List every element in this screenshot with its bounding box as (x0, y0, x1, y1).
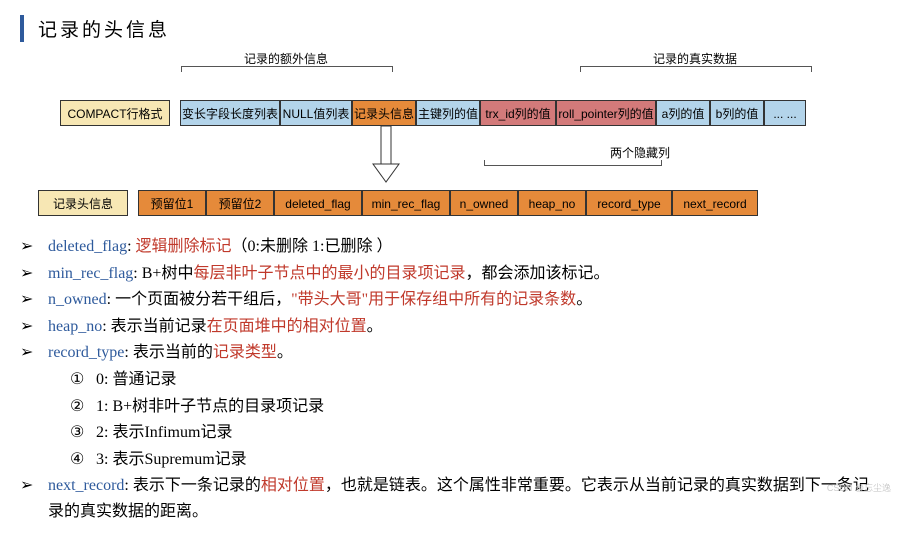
bullet-marker: ➢ (20, 261, 48, 287)
bullet-marker: ➢ (20, 340, 48, 366)
bullet-item: ➢record_type: 表示当前的记录类型。 (20, 340, 881, 366)
hidden-cols-bracket (484, 160, 662, 166)
keyword: next_record (48, 477, 124, 494)
bullet-marker: ➢ (20, 314, 48, 340)
field-box: trx_id列的值 (480, 100, 556, 126)
hidden-cols-label: 两个隐藏列 (610, 144, 670, 161)
sub-item: ④ 3: 表示Supremum记录 (20, 447, 881, 473)
header-field-box: 预留位1 (138, 190, 206, 216)
field-box: 主键列的值 (416, 100, 480, 126)
header-field-box: n_owned (450, 190, 518, 216)
field-box: NULL值列表 (280, 100, 352, 126)
bullet-content: next_record: 表示下一条记录的相对位置，也就是链表。这个属性非常重要… (48, 473, 881, 524)
header-field-box: heap_no (518, 190, 586, 216)
field-box: a列的值 (656, 100, 710, 126)
keyword: min_rec_flag (48, 265, 133, 282)
sub-item: ① 0: 普通记录 (20, 367, 881, 393)
bracket-real (580, 66, 812, 72)
bullet-item: ➢heap_no: 表示当前记录在页面堆中的相对位置。 (20, 314, 881, 340)
bracket-extra-label: 记录的额外信息 (244, 50, 328, 67)
bullet-content: deleted_flag: 逻辑删除标记（0:未删除 1:已删除 ） (48, 234, 881, 260)
header-field-box: 预留位2 (206, 190, 274, 216)
highlight: 在页面堆中的相对位置 (207, 318, 367, 335)
bullet-marker: ➢ (20, 473, 48, 524)
watermark: CSDN @忘尘逸 (827, 481, 891, 494)
header-field-box: record_type (586, 190, 672, 216)
field-box: ... ... (764, 100, 806, 126)
bullet-item: ➢deleted_flag: 逻辑删除标记（0:未删除 1:已删除 ） (20, 234, 881, 260)
bullet-list: ➢deleted_flag: 逻辑删除标记（0:未删除 1:已删除 ）➢min_… (20, 234, 881, 525)
header-field-box: deleted_flag (274, 190, 362, 216)
header-fields-row: 预留位1预留位2deleted_flagmin_rec_flagn_ownedh… (138, 190, 758, 216)
compact-format-label: COMPACT行格式 (60, 100, 170, 126)
keyword: n_owned (48, 291, 107, 308)
bracket-real-label: 记录的真实数据 (653, 50, 737, 67)
bullet-content: record_type: 表示当前的记录类型。 (48, 340, 881, 366)
field-box: 记录头信息 (352, 100, 416, 126)
diagram-area: 记录的额外信息 记录的真实数据 COMPACT行格式 变长字段长度列表NULL值… (20, 50, 881, 230)
bullet-marker: ➢ (20, 234, 48, 260)
bullet-item: ➢n_owned: 一个页面被分若干组后，"带头大哥"用于保存组中所有的记录条数… (20, 287, 881, 313)
keyword: record_type (48, 344, 124, 361)
sub-item: ③ 2: 表示Infimum记录 (20, 420, 881, 446)
keyword: heap_no (48, 318, 102, 335)
bullet-marker: ➢ (20, 287, 48, 313)
record-fields-row: 变长字段长度列表NULL值列表记录头信息主键列的值trx_id列的值roll_p… (180, 100, 806, 126)
field-box: 变长字段长度列表 (180, 100, 280, 126)
bullet-content: n_owned: 一个页面被分若干组后，"带头大哥"用于保存组中所有的记录条数。 (48, 287, 881, 313)
field-box: b列的值 (710, 100, 764, 126)
arrow-down-icon (371, 126, 401, 184)
highlight: 记录类型 (213, 344, 277, 361)
bullet-content: heap_no: 表示当前记录在页面堆中的相对位置。 (48, 314, 881, 340)
header-field-box: min_rec_flag (362, 190, 450, 216)
section-title: 记录的头信息 (20, 15, 881, 42)
bracket-extra (181, 66, 393, 72)
highlight: 相对位置 (261, 477, 325, 494)
sub-item: ② 1: B+树非叶子节点的目录项记录 (20, 394, 881, 420)
header-field-box: next_record (672, 190, 758, 216)
highlight: "带头大哥"用于保存组中所有的记录条数 (291, 291, 576, 308)
bullet-item: ➢min_rec_flag: B+树中每层非叶子节点中的最小的目录项记录，都会添… (20, 261, 881, 287)
highlight: 每层非叶子节点中的最小的目录项记录 (193, 265, 465, 282)
bullet-item: ➢next_record: 表示下一条记录的相对位置，也就是链表。这个属性非常重… (20, 473, 881, 524)
keyword: deleted_flag (48, 238, 127, 255)
bullet-content: min_rec_flag: B+树中每层非叶子节点中的最小的目录项记录，都会添加… (48, 261, 881, 287)
field-box: roll_pointer列的值 (556, 100, 656, 126)
header-info-label: 记录头信息 (38, 190, 128, 216)
highlight: 逻辑删除标记 (136, 238, 232, 255)
